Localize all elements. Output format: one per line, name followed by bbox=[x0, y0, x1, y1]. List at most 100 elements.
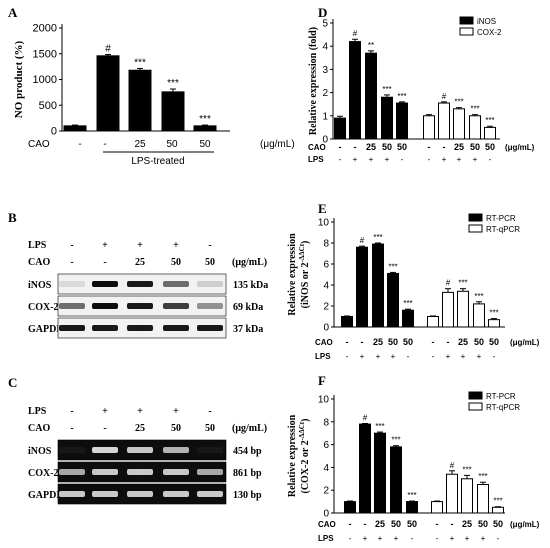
bar bbox=[63, 125, 87, 132]
blot-band bbox=[92, 325, 118, 331]
blot-band bbox=[59, 325, 85, 331]
lps-value: - bbox=[489, 155, 492, 164]
blot-row-name: iNOS bbox=[28, 280, 52, 291]
legend-label: iNOS bbox=[477, 17, 496, 26]
blot-cao-value: 50 bbox=[205, 423, 215, 434]
bar bbox=[438, 102, 450, 140]
cao-value: - bbox=[428, 142, 431, 152]
blot-lps-value: - bbox=[208, 240, 211, 251]
significance-mark: # bbox=[353, 29, 358, 38]
lps-value: - bbox=[436, 534, 439, 543]
cao-value: - bbox=[432, 337, 435, 347]
blot-band bbox=[127, 491, 153, 497]
y-label-part: ) bbox=[300, 419, 311, 422]
y-label-part: (COX-2 or 2 bbox=[300, 440, 311, 493]
bar bbox=[381, 96, 393, 140]
significance-mark: # bbox=[363, 414, 368, 423]
blot-band bbox=[163, 491, 189, 497]
blot-row-name: GAPDH bbox=[28, 490, 64, 501]
lps-value: + bbox=[378, 534, 383, 543]
a-lps-group-label: LPS-treated bbox=[131, 156, 184, 167]
blot-cao-label: CAO bbox=[28, 257, 50, 268]
cao-value: 50 bbox=[388, 337, 398, 347]
y-tick-label: 500 bbox=[39, 100, 57, 112]
blot-row-name: iNOS bbox=[28, 446, 52, 457]
cao-value: 50 bbox=[382, 142, 392, 152]
a-cao-value: 50 bbox=[199, 139, 211, 150]
cao-value: - bbox=[349, 519, 352, 529]
bar bbox=[427, 316, 439, 328]
cao-value: 50 bbox=[478, 519, 488, 529]
lps-value: + bbox=[376, 352, 381, 361]
lps-value: + bbox=[442, 155, 447, 164]
cao-value: 25 bbox=[462, 519, 472, 529]
bar bbox=[431, 501, 443, 514]
lps-value: + bbox=[353, 155, 358, 164]
lps-value: - bbox=[411, 534, 414, 543]
blot-row-name: COX-2 bbox=[28, 302, 59, 313]
blot-band bbox=[197, 469, 223, 475]
y-axis-label: NO product (%) bbox=[13, 40, 25, 118]
lps-row-label: LPS bbox=[315, 352, 331, 361]
legend-label: RT-PCR bbox=[486, 392, 516, 401]
cao-value: - bbox=[447, 337, 450, 347]
y-tick-label: 10 bbox=[318, 218, 330, 229]
lps-value: + bbox=[465, 534, 470, 543]
y-tick-label: 1500 bbox=[33, 48, 57, 60]
blot-lps-value: + bbox=[102, 240, 108, 251]
y-tick-label: 2 bbox=[323, 486, 329, 497]
significance-mark: *** bbox=[373, 233, 382, 242]
lps-value: + bbox=[391, 352, 396, 361]
a-cao-values: - - 25 50 50 bbox=[78, 139, 211, 150]
blot-cao-value: - bbox=[70, 423, 73, 434]
bar bbox=[488, 319, 500, 328]
legend-swatch bbox=[468, 402, 483, 411]
significance-mark: *** bbox=[388, 262, 397, 271]
blot-band bbox=[127, 447, 153, 453]
cao-value: - bbox=[354, 142, 357, 152]
significance-mark: *** bbox=[375, 422, 384, 431]
bar bbox=[396, 102, 408, 140]
bar bbox=[96, 55, 120, 132]
blot-band bbox=[127, 281, 153, 287]
blot-cao-label: CAO bbox=[28, 423, 50, 434]
chart-e-inos-expression: 0 2 4 6 8 10 Relative expression (iNOS or 2-ΔΔC… bbox=[287, 213, 540, 361]
lps-value: + bbox=[473, 155, 478, 164]
significance-mark: *** bbox=[493, 497, 502, 506]
blot-band bbox=[163, 281, 189, 287]
cao-value: 25 bbox=[454, 142, 464, 152]
cao-row-label: CAO bbox=[308, 143, 326, 152]
panel-label-b: B bbox=[8, 210, 17, 225]
significance-mark: ** bbox=[368, 41, 374, 50]
blot-unit-label: (μg/mL) bbox=[232, 423, 267, 434]
y-tick-label: 0 bbox=[322, 135, 328, 146]
blot-band bbox=[92, 469, 118, 475]
y-axis-label-line2: (COX-2 or 2-ΔΔCt) bbox=[298, 419, 311, 494]
y-tick-label: 10 bbox=[318, 395, 330, 406]
bar bbox=[161, 91, 185, 132]
blot-band bbox=[59, 491, 85, 497]
lps-value: + bbox=[360, 352, 365, 361]
lps-value: + bbox=[446, 352, 451, 361]
significance-mark: *** bbox=[462, 465, 471, 474]
blot-band bbox=[59, 469, 85, 475]
cao-value: 50 bbox=[407, 519, 417, 529]
legend-swatch bbox=[459, 27, 474, 36]
lps-value: + bbox=[369, 155, 374, 164]
blot-band bbox=[127, 325, 153, 331]
lps-value: - bbox=[346, 352, 349, 361]
a-cao-value: 50 bbox=[166, 139, 178, 150]
blot-band bbox=[163, 469, 189, 475]
legend-label: RT-qPCR bbox=[486, 403, 520, 412]
significance-mark: *** bbox=[454, 98, 463, 107]
blot-band bbox=[197, 491, 223, 497]
bar bbox=[477, 484, 489, 514]
blot-band bbox=[92, 491, 118, 497]
significance-mark: # bbox=[442, 92, 447, 101]
lps-value: - bbox=[428, 155, 431, 164]
significance-mark: *** bbox=[478, 472, 487, 481]
lps-row-label: LPS bbox=[318, 534, 334, 543]
blot-band bbox=[163, 325, 189, 331]
cao-value: - bbox=[339, 142, 342, 152]
